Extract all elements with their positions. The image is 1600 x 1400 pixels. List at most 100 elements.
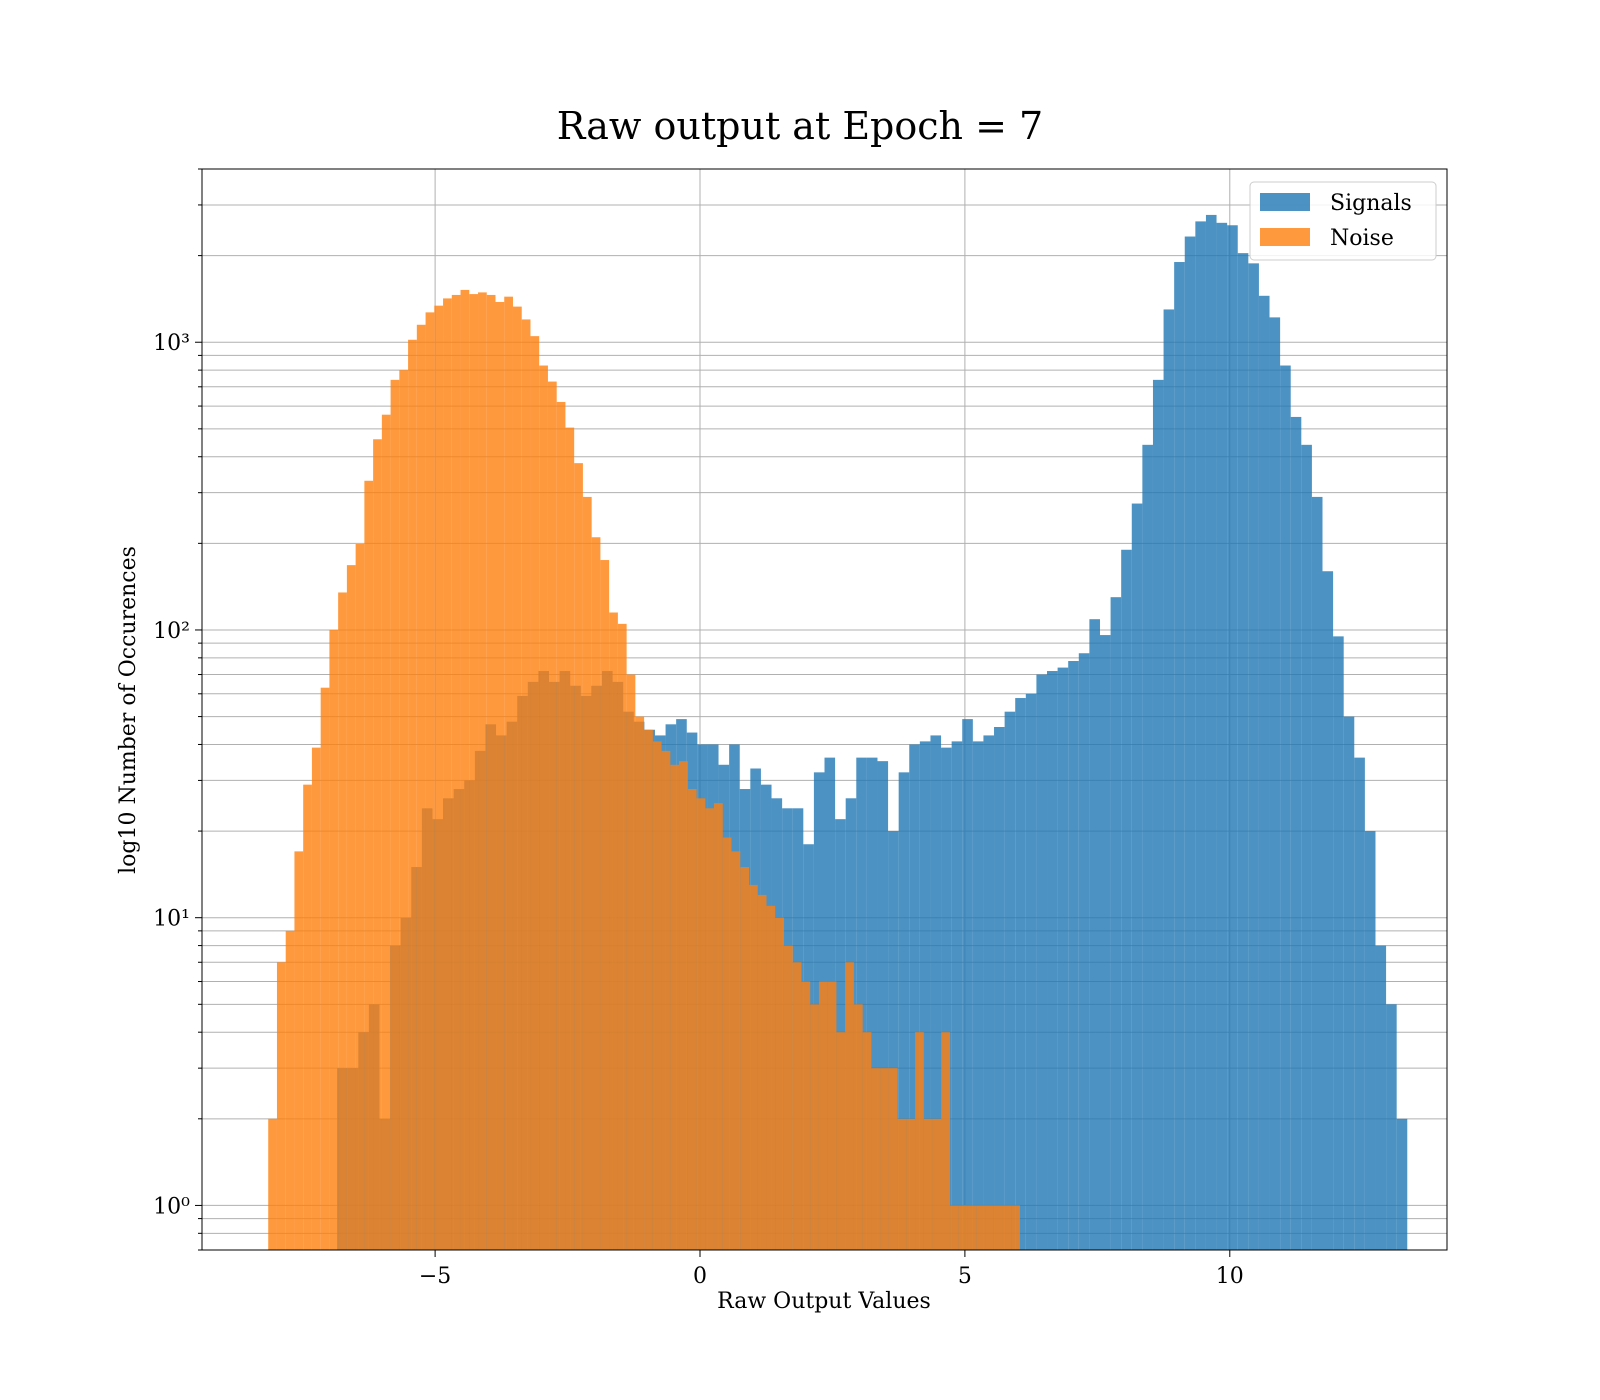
histogram-bar-signals — [1269, 317, 1281, 1251]
histogram-bar-noise — [294, 851, 304, 1250]
histogram-bar-noise — [766, 905, 776, 1250]
histogram-bar-noise — [967, 1205, 977, 1250]
histogram-bar-signals — [951, 741, 963, 1250]
histogram-bar-noise — [670, 764, 680, 1250]
y-tick-label: 10¹ — [153, 907, 190, 932]
histogram-bar-noise — [338, 592, 347, 1250]
histogram-bar-noise — [906, 1118, 916, 1250]
histogram-bar-noise — [530, 336, 540, 1250]
histogram-bar-noise — [801, 981, 811, 1250]
legend-label-signals: Signals — [1330, 191, 1412, 216]
histogram-bar-signals — [877, 761, 889, 1250]
histogram-bar-signals — [1216, 222, 1228, 1250]
histogram-bar-signals — [1386, 1004, 1397, 1250]
histogram-bar-noise — [565, 427, 575, 1250]
histogram-bar-noise — [679, 761, 688, 1250]
histogram-bar-signals — [1375, 945, 1387, 1250]
histogram-bar-signals — [962, 719, 973, 1250]
legend-label-noise: Noise — [1330, 226, 1394, 251]
histogram-bar-noise — [783, 945, 793, 1250]
histogram-bar-signals — [930, 735, 942, 1250]
histogram-bar-signals — [1047, 671, 1058, 1250]
histogram-bar-noise — [1011, 1205, 1020, 1250]
histogram-bar-signals — [1195, 221, 1206, 1250]
histogram-bar-noise — [705, 808, 715, 1250]
histogram-bar-signals — [1227, 225, 1238, 1250]
histogram-bar-signals — [1333, 636, 1344, 1250]
histogram-bar-noise — [818, 981, 828, 1250]
histogram-bar-noise — [617, 623, 627, 1250]
histogram-bar-noise — [600, 560, 610, 1250]
histogram-bar-signals — [919, 741, 931, 1250]
histogram-bar-signals — [972, 741, 984, 1250]
histogram-bar-noise — [985, 1205, 994, 1250]
histogram-bar-noise — [687, 789, 697, 1250]
histogram-bar-signals — [1311, 496, 1323, 1250]
histogram-bar-signals — [941, 747, 952, 1250]
histogram-bar-noise — [626, 674, 636, 1250]
histogram-bar-noise — [303, 784, 312, 1250]
histogram-bar-signals — [856, 757, 867, 1250]
histogram-bar-noise — [320, 687, 330, 1250]
histogram-bar-noise — [556, 401, 566, 1250]
histogram-bar-noise — [329, 629, 339, 1250]
histogram-bar-noise — [451, 294, 461, 1250]
histogram-bar-noise — [696, 798, 706, 1250]
histogram-bar-signals — [1068, 661, 1079, 1250]
legend: Signals Noise — [1249, 181, 1437, 261]
histogram-bar-noise — [495, 301, 505, 1250]
histogram-bar-noise — [950, 1205, 959, 1250]
histogram-bar-signals — [1343, 716, 1355, 1250]
histogram-bar-signals — [1248, 263, 1259, 1250]
histogram-bar-noise — [539, 365, 548, 1250]
histogram-bar-signals — [1364, 831, 1376, 1250]
histogram-bar-signals — [1205, 214, 1217, 1251]
histogram-bar-noise — [810, 1004, 819, 1250]
histogram-bar-noise — [862, 1032, 872, 1250]
histogram-bar-noise — [469, 294, 479, 1250]
histogram-bar-noise — [355, 543, 365, 1250]
histogram-bar-noise — [609, 612, 618, 1250]
histogram-bar-noise — [880, 1068, 889, 1250]
histogram-bar-noise — [425, 312, 435, 1250]
histogram-bar-signals — [1036, 674, 1048, 1250]
histogram-bar-noise — [731, 851, 741, 1250]
legend-swatch-signals — [1260, 193, 1310, 211]
histogram-bar-noise — [285, 930, 295, 1250]
chart-title: Raw output at Epoch = 7 — [557, 104, 1043, 148]
histogram-bar-signals — [909, 744, 920, 1250]
histogram-bar-signals — [1322, 571, 1334, 1250]
histogram-bar-noise — [364, 480, 374, 1251]
histogram-bar-signals — [1184, 236, 1196, 1250]
histogram-bar-noise — [478, 292, 487, 1251]
legend-swatch-noise — [1260, 228, 1310, 246]
histogram-bar-noise — [827, 981, 837, 1250]
histogram-bar-noise — [775, 917, 784, 1250]
histogram-bar-noise — [845, 962, 854, 1250]
histogram-bar-noise — [836, 1032, 846, 1250]
histogram-bar-noise — [722, 837, 732, 1250]
histogram-bar-noise — [740, 867, 750, 1250]
histogram-bar-noise — [958, 1205, 968, 1250]
histogram-bar-signals — [1099, 635, 1111, 1250]
plot-frame — [201, 168, 1448, 1251]
histogram-bar-noise — [547, 381, 557, 1250]
histogram-bar-signals — [1121, 549, 1132, 1250]
histogram-bar-signals — [1131, 503, 1143, 1250]
histogram-bar-noise — [408, 339, 417, 1250]
histogram-bar-noise — [923, 1118, 933, 1250]
histogram-bar-signals — [1152, 379, 1164, 1250]
histogram-bar-noise — [504, 296, 513, 1250]
histogram-bar-noise — [276, 962, 286, 1250]
histogram-bar-noise — [416, 324, 426, 1251]
histogram-bar-noise — [399, 370, 409, 1251]
histogram-bar-signals — [1025, 693, 1037, 1250]
histogram-bar-noise — [381, 414, 391, 1250]
histogram-bar-noise — [932, 1118, 942, 1250]
histogram-bar-signals — [1110, 597, 1122, 1250]
histogram-bar-signals — [898, 772, 910, 1250]
y-tick-label: 10³ — [153, 331, 190, 356]
histogram-bar-noise — [888, 1068, 898, 1250]
histogram-bar-noise — [521, 319, 531, 1250]
histogram-bar-noise — [582, 496, 592, 1250]
